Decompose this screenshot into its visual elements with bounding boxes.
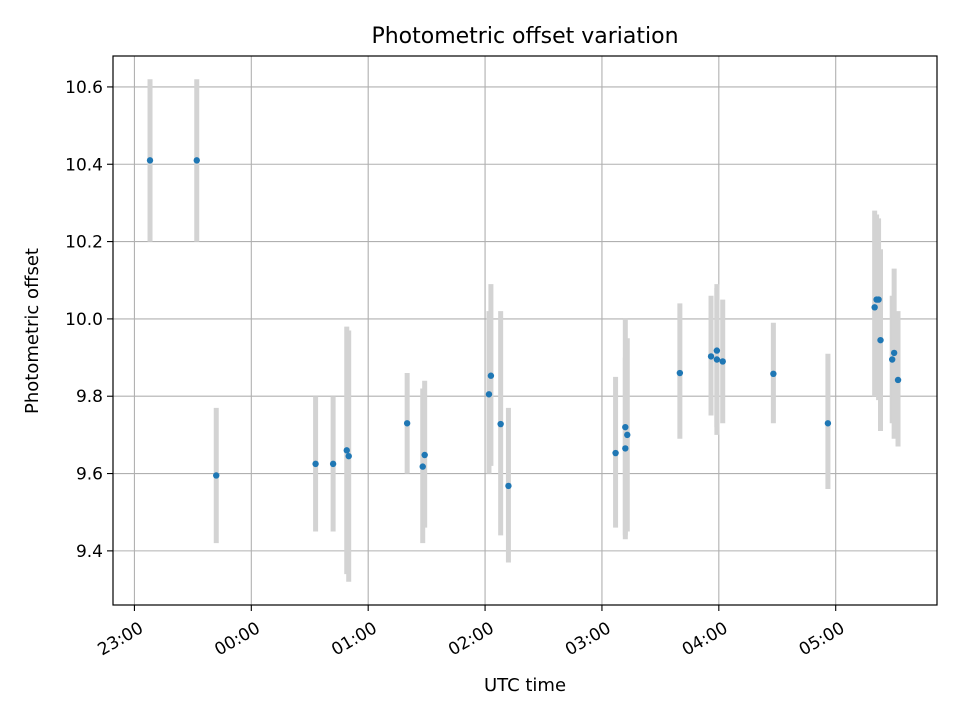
data-point (622, 445, 629, 452)
data-point (713, 347, 721, 354)
data-point (505, 482, 512, 490)
data-point (622, 423, 629, 431)
data-point (343, 447, 350, 454)
data-point (213, 472, 220, 479)
data-point (485, 391, 493, 398)
data-point (312, 460, 319, 468)
data-point (193, 157, 200, 164)
y-tick-label: 9.8 (76, 387, 103, 407)
y-tick-label: 10.4 (65, 155, 103, 175)
y-axis-label: Photometric offset (22, 248, 43, 414)
plot-area-frame (112, 55, 938, 606)
point-layer (146, 157, 902, 490)
data-point (871, 304, 878, 311)
y-tick-label: 10.2 (65, 233, 103, 253)
data-point (770, 370, 777, 378)
y-tick-label: 10.0 (65, 310, 103, 330)
data-point (624, 431, 631, 439)
data-point (497, 420, 504, 428)
data-point (146, 157, 154, 164)
y-axis-ticks: 9.4 9.6 9.8 10.0 10.2 10.4 10.6 (65, 78, 113, 562)
x-axis-label: UTC time (484, 675, 566, 696)
data-point (875, 296, 882, 303)
data-point (421, 451, 428, 459)
data-point (403, 420, 411, 427)
data-point (877, 336, 884, 344)
data-point (676, 369, 684, 377)
data-point (487, 372, 495, 379)
data-point (888, 356, 896, 363)
y-tick-label: 10.6 (65, 78, 103, 98)
data-point (329, 460, 337, 468)
data-point (824, 420, 832, 427)
data-point (890, 349, 898, 357)
y-tick-label: 9.6 (76, 465, 103, 485)
data-point (707, 353, 715, 360)
data-point (713, 356, 721, 363)
chart-title: Photometric offset variation (371, 24, 678, 49)
data-point (894, 376, 902, 384)
data-point (719, 358, 726, 365)
y-tick-label: 9.4 (76, 542, 103, 562)
data-point (345, 452, 352, 460)
data-point (419, 463, 426, 470)
data-point (612, 449, 619, 457)
